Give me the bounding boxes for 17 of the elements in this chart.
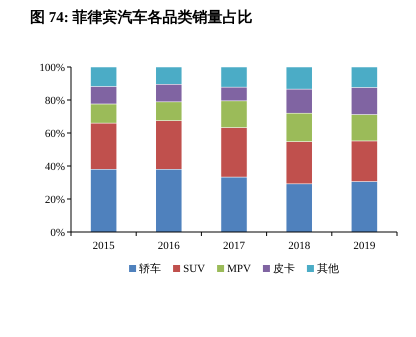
legend-label: SUV (183, 263, 206, 275)
y-tick-label: 100% (39, 62, 65, 74)
x-tick-label: 2015 (92, 240, 116, 252)
y-tick-label: 0% (50, 227, 65, 239)
y-tick-label: 20% (44, 194, 65, 206)
legend-label: 皮卡 (272, 262, 295, 275)
legend-label: 其他 (316, 262, 339, 275)
y-tick-label: 80% (44, 95, 65, 107)
legend-label: MPV (227, 263, 251, 275)
legend-label: 轿车 (139, 262, 162, 275)
chart-title: 图 74: 菲律宾汽车各品类销量占比 (30, 8, 252, 26)
x-tick-label: 2017 (223, 240, 246, 252)
y-tick-label: 60% (44, 128, 65, 140)
x-tick-label: 2019 (353, 240, 376, 252)
x-tick-label: 2018 (288, 240, 311, 252)
x-tick-label: 2016 (158, 240, 180, 252)
y-tick-label: 40% (44, 161, 65, 173)
